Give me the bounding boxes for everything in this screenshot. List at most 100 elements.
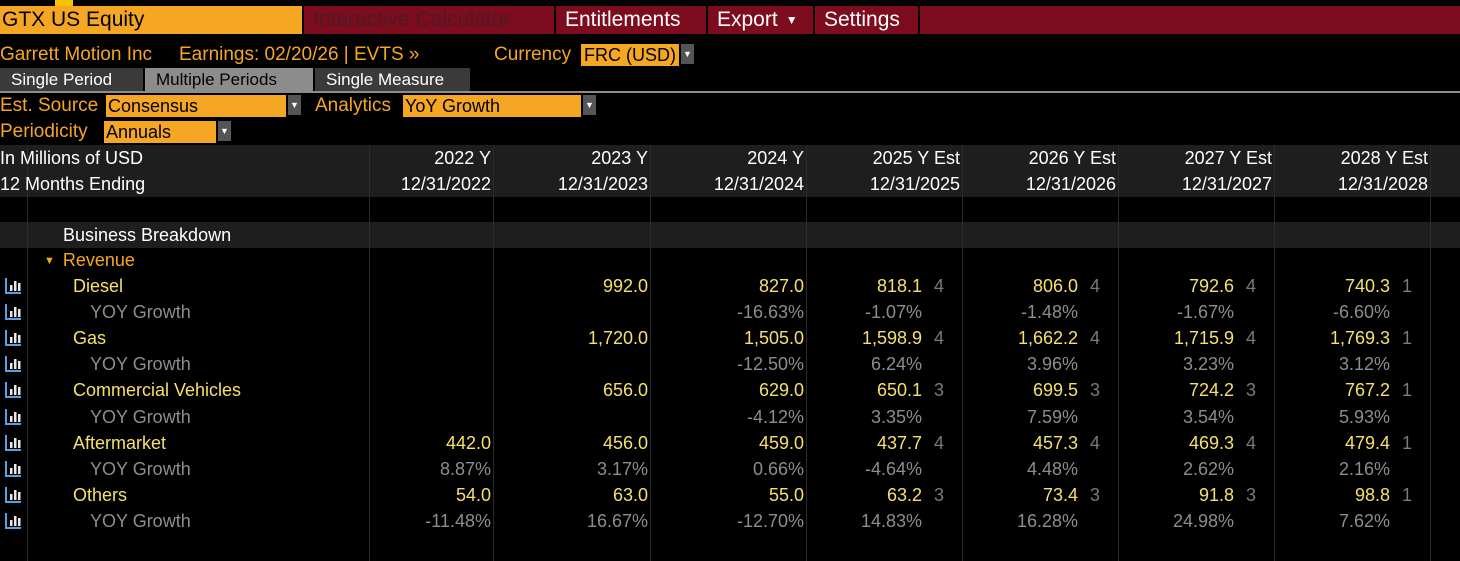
value-cell[interactable]: 456.0 [602,432,648,453]
growth-cell[interactable]: 16.67% [586,510,648,531]
value-cell[interactable]: 792.6 [1188,276,1234,296]
earnings-link[interactable]: Earnings: 02/20/26 | EVTS » [179,44,420,65]
value-cell[interactable]: 818.1 [876,276,922,296]
bar-chart-icon[interactable] [4,408,22,426]
growth-cell[interactable]: 6.24% [870,354,922,375]
tab-single-period[interactable]: Single Period [0,68,143,91]
bar-chart-icon[interactable] [4,355,22,373]
growth-cell[interactable]: 5.93% [1338,406,1390,427]
value-cell[interactable]: 740.3 [1344,276,1390,296]
growth-cell[interactable]: 2.16% [1338,458,1390,479]
growth-cell[interactable]: -11.48% [425,510,491,531]
value-cell[interactable]: 1,720.0 [587,328,648,349]
row-label[interactable]: Aftermarket [73,432,167,453]
periodicity-select[interactable]: Annuals ▼ [104,121,231,143]
value-cell[interactable]: 469.3 [1188,432,1234,453]
settings-button[interactable]: Settings [815,6,920,34]
bar-chart-icon[interactable] [4,329,22,347]
est-source-select[interactable]: Consensus ▼ [106,95,301,117]
growth-cell[interactable]: 3.17% [596,458,648,479]
currency-select[interactable]: FRC (USD) ▼ [581,44,694,66]
value-cell[interactable] [351,377,491,403]
analytics-select[interactable]: YoY Growth ▼ [403,95,596,117]
growth-cell[interactable]: 16.28% [1016,510,1078,531]
growth-cell[interactable]: -4.64% [864,458,922,479]
export-button[interactable]: Export ▼ [708,6,815,34]
entitlements-button[interactable]: Entitlements [556,6,708,34]
value-cell[interactable]: 54.0 [455,484,491,505]
bar-chart-icon[interactable] [4,303,22,321]
growth-cell[interactable]: 4.48% [1026,458,1078,479]
value-cell[interactable]: 1,505.0 [743,328,804,349]
growth-cell[interactable]: 14.83% [860,510,922,531]
row-label[interactable]: Others [73,484,128,505]
value-cell[interactable]: 1,598.9 [861,328,922,349]
value-cell[interactable]: 442.0 [445,432,491,453]
bar-chart-icon[interactable] [4,460,22,478]
value-cell[interactable]: 98.8 [1354,484,1390,505]
value-cell[interactable]: 806.0 [1032,276,1078,296]
growth-cell[interactable]: -4.12% [746,406,804,427]
value-cell[interactable]: 1,769.3 [1329,328,1390,349]
growth-cell[interactable]: -12.70% [736,510,804,531]
value-cell[interactable]: 457.3 [1032,432,1078,453]
value-cell[interactable] [351,325,491,351]
growth-cell[interactable]: 3.35% [870,406,922,427]
growth-cell[interactable]: 7.62% [1338,510,1390,531]
value-cell[interactable]: 827.0 [758,276,804,296]
value-cell[interactable]: 63.0 [612,484,648,505]
growth-cell[interactable]: 2.62% [1182,458,1234,479]
revenue-group[interactable]: ▼ Revenue [44,247,135,274]
value-cell[interactable]: 724.2 [1188,380,1234,401]
value-cell[interactable]: 63.2 [886,484,922,505]
tab-multiple-periods[interactable]: Multiple Periods [145,68,313,91]
tab-single-measure[interactable]: Single Measure [315,68,470,91]
value-cell[interactable]: 55.0 [768,484,804,505]
value-cell[interactable]: 73.4 [1042,484,1078,505]
growth-cell[interactable] [351,351,491,377]
growth-cell[interactable] [508,299,648,325]
row-label[interactable]: Diesel [73,276,124,296]
value-cell[interactable]: 656.0 [602,380,648,401]
value-cell[interactable]: 459.0 [758,432,804,453]
value-cell[interactable]: 91.8 [1198,484,1234,505]
value-cell[interactable]: 629.0 [758,380,804,401]
bar-chart-icon[interactable] [4,277,22,295]
growth-cell[interactable]: -1.48% [1020,302,1078,323]
bar-chart-icon[interactable] [4,434,22,452]
value-cell[interactable]: 1,715.9 [1173,328,1234,349]
growth-cell[interactable]: -1.67% [1176,302,1234,323]
row-label[interactable]: Commercial Vehicles [73,380,242,401]
bar-chart-icon[interactable] [4,486,22,504]
value-cell[interactable]: 479.4 [1344,432,1390,453]
value-cell[interactable]: 1,662.2 [1017,328,1078,349]
growth-cell[interactable]: -1.07% [864,302,922,323]
security-field[interactable]: GTX US Equity [0,6,302,34]
growth-cell[interactable]: 0.66% [752,458,804,479]
growth-cell[interactable]: 8.87% [439,458,491,479]
value-cell[interactable]: 767.2 [1344,380,1390,401]
growth-cell[interactable] [508,404,648,430]
bar-chart-icon[interactable] [4,381,22,399]
value-cell[interactable]: 650.1 [876,380,922,401]
bar-chart-icon[interactable] [4,512,22,530]
growth-cell[interactable]: 3.23% [1182,354,1234,375]
growth-cell[interactable]: -12.50% [736,354,804,375]
interactive-calculator-button[interactable]: Interactive Calculator [304,6,556,34]
growth-cell[interactable] [351,404,491,430]
value-cell[interactable]: 992.0 [602,276,648,296]
growth-cell[interactable]: 3.12% [1338,354,1390,375]
growth-cell[interactable]: 3.54% [1182,406,1234,427]
growth-cell[interactable]: 24.98% [1172,510,1234,531]
value-cell[interactable]: 437.7 [876,432,922,453]
growth-cell[interactable]: -6.60% [1332,302,1390,323]
row-label[interactable]: Gas [73,328,107,349]
growth-cell[interactable]: 3.96% [1026,354,1078,375]
value-cell[interactable]: 699.5 [1032,380,1078,401]
growth-cell[interactable]: 7.59% [1026,406,1078,427]
column-header-year: 2023 Y [591,148,648,168]
value-cell[interactable] [351,273,491,299]
growth-cell[interactable] [351,299,491,325]
growth-cell[interactable]: -16.63% [736,302,804,323]
growth-cell[interactable] [508,351,648,377]
